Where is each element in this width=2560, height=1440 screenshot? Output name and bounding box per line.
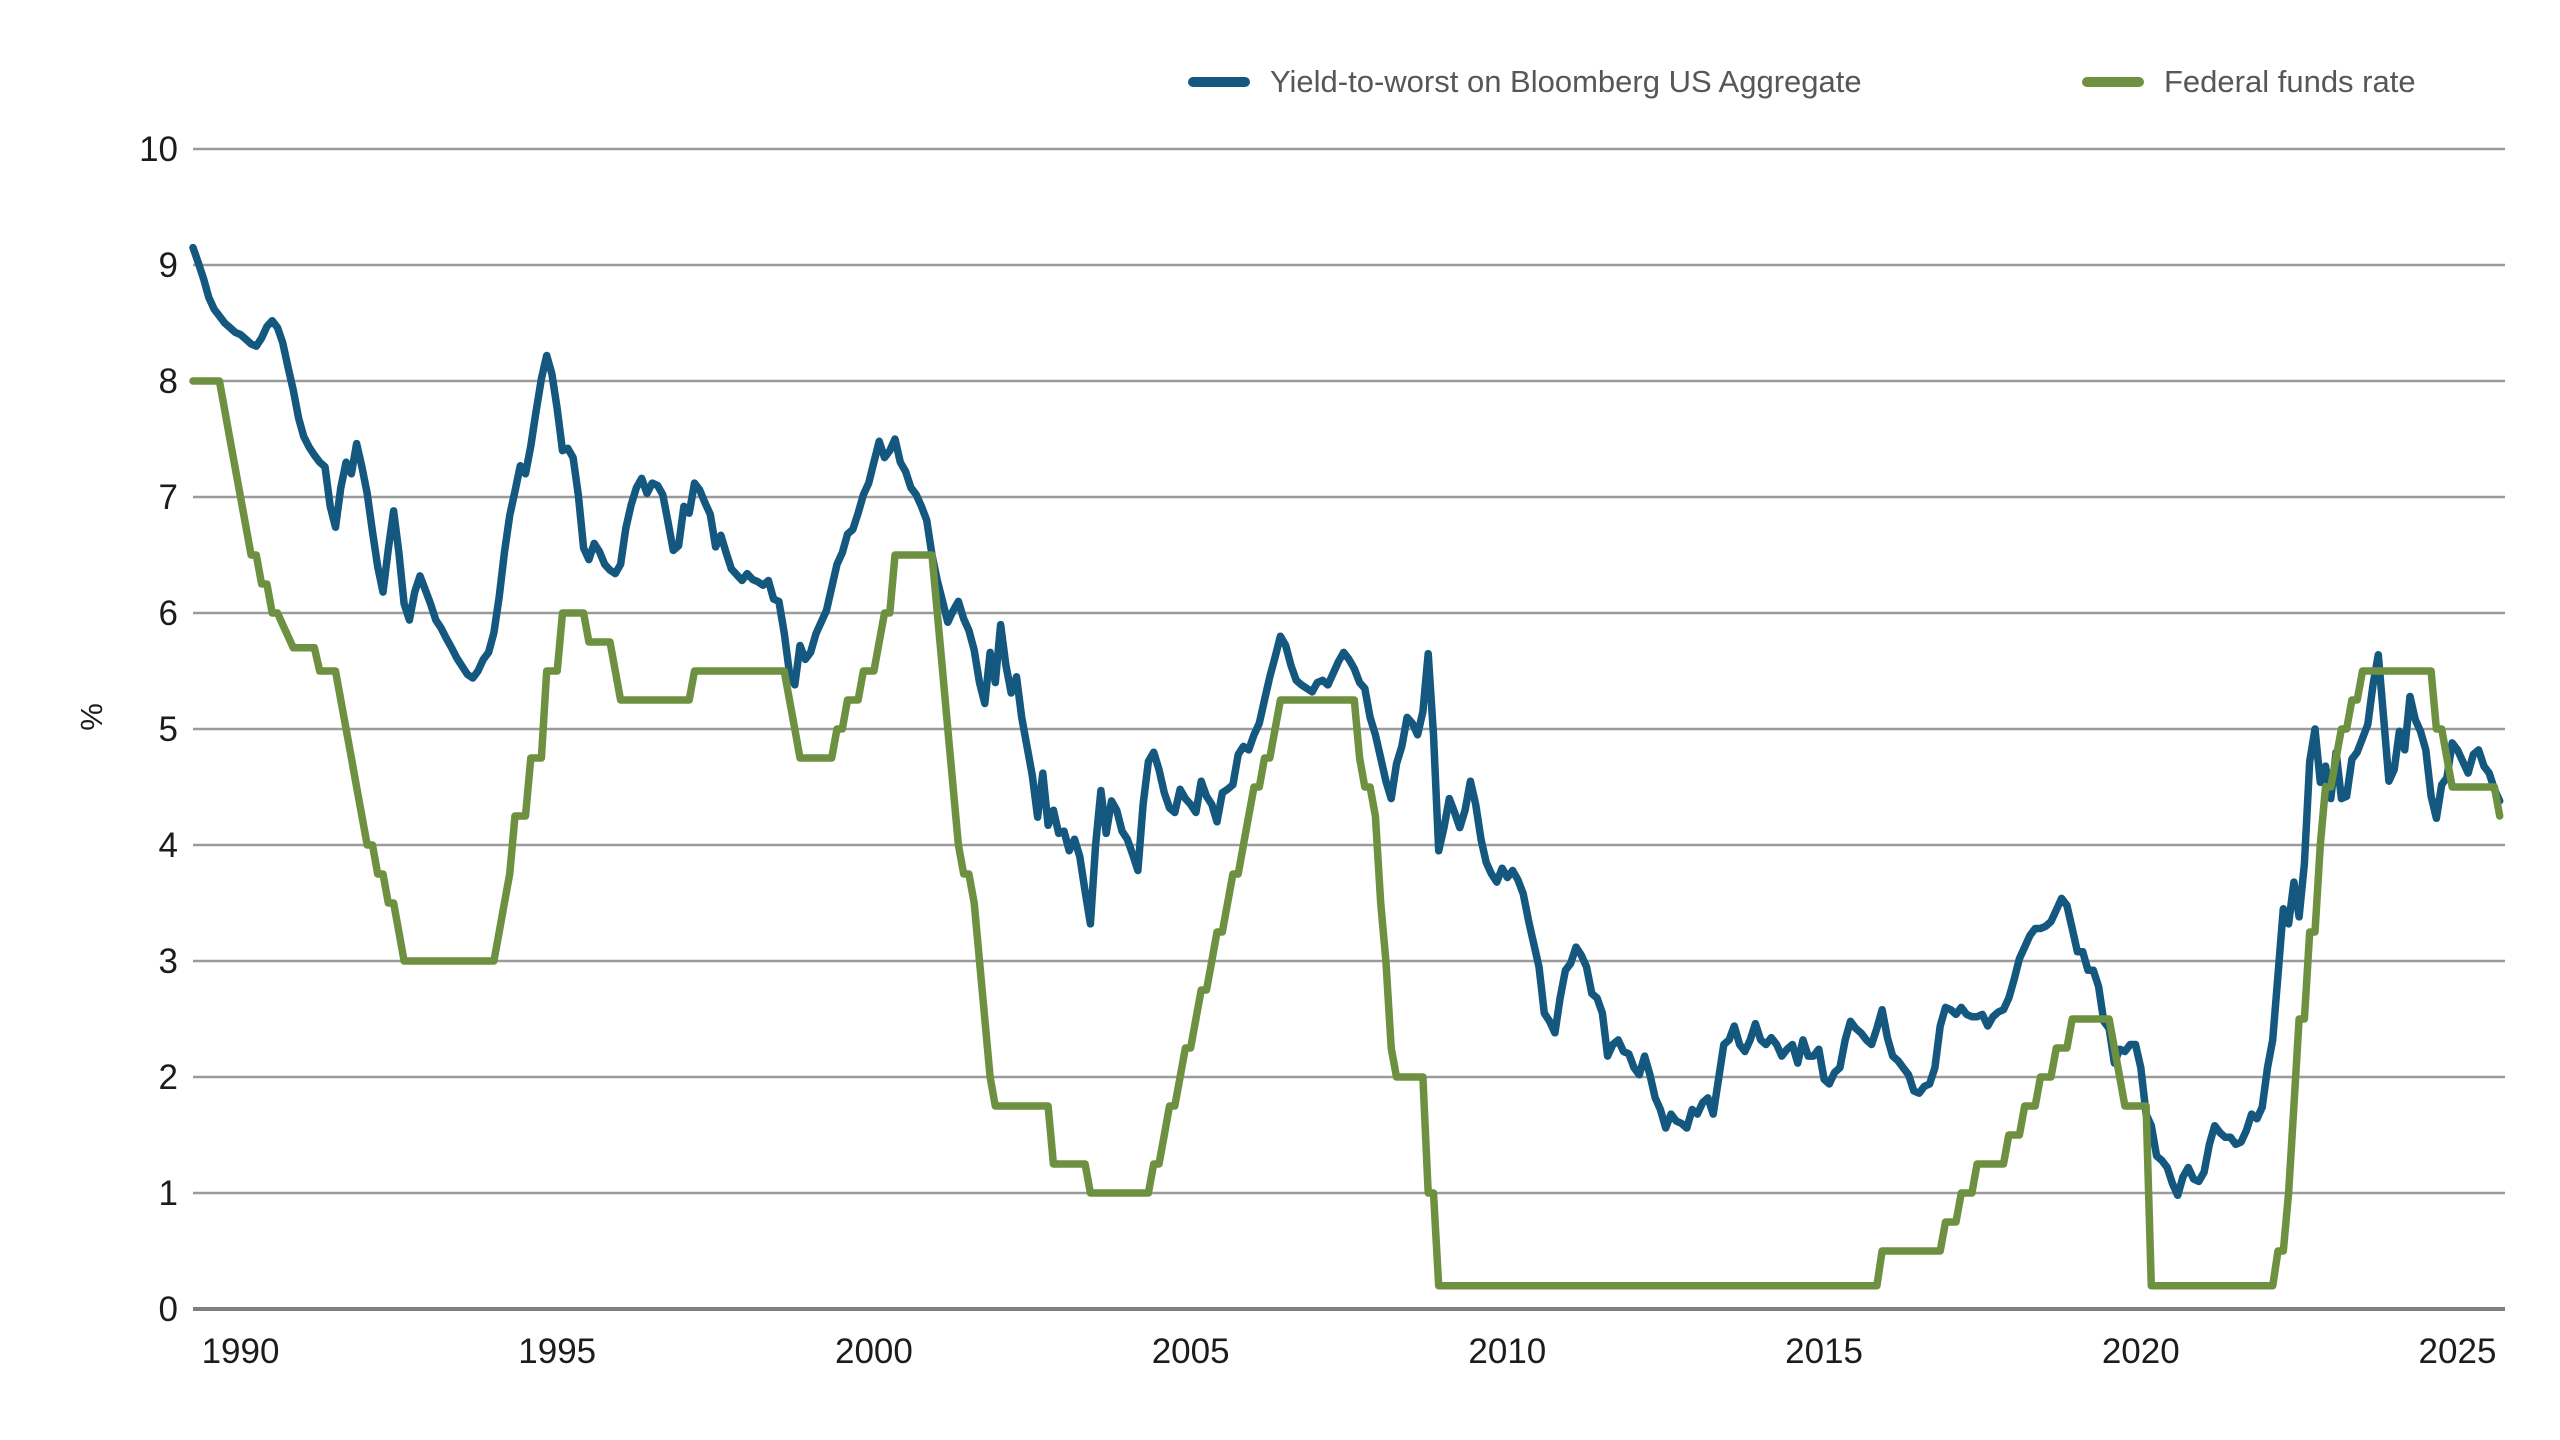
y-tick-label: 2: [158, 1058, 178, 1097]
y-tick-label: 0: [158, 1290, 178, 1329]
y-tick-label: 3: [158, 942, 178, 981]
x-tick-label: 2020: [2101, 1332, 2180, 1371]
fed-funds-line: [189, 377, 2504, 1290]
y-tick-label: 4: [158, 826, 178, 865]
x-tick-label: 2000: [834, 1332, 913, 1371]
legend-item-fed-funds: Federal funds rate: [2082, 62, 2416, 102]
x-tick-label: 1995: [518, 1332, 597, 1371]
legend-label-fed-funds: Federal funds rate: [2164, 64, 2416, 99]
y-tick-label: 8: [158, 362, 178, 401]
y-tick-label: 6: [158, 594, 178, 633]
legend-item-yield: Yield-to-worst on Bloomberg US Aggregate: [1188, 62, 1862, 102]
x-tick-label: 2005: [1151, 1332, 1230, 1371]
x-tick-label: 2025: [2418, 1332, 2497, 1371]
x-tick-label: 1990: [201, 1332, 280, 1371]
yield-series-swatch-icon: [1188, 77, 1250, 87]
y-tick-label: 5: [158, 710, 178, 749]
y-tick-label: 7: [158, 478, 178, 517]
legend-label-yield: Yield-to-worst on Bloomberg US Aggregate: [1270, 64, 1862, 99]
y-tick-label: 9: [158, 246, 178, 285]
y-tick-label: 10: [139, 130, 178, 169]
fed-funds-series-swatch-icon: [2082, 77, 2144, 87]
x-tick-label: 2015: [1785, 1332, 1863, 1371]
x-tick-label: 2010: [1468, 1332, 1547, 1371]
y-tick-label: 1: [158, 1174, 178, 1213]
yield-to-worst-line: [189, 243, 2504, 1200]
